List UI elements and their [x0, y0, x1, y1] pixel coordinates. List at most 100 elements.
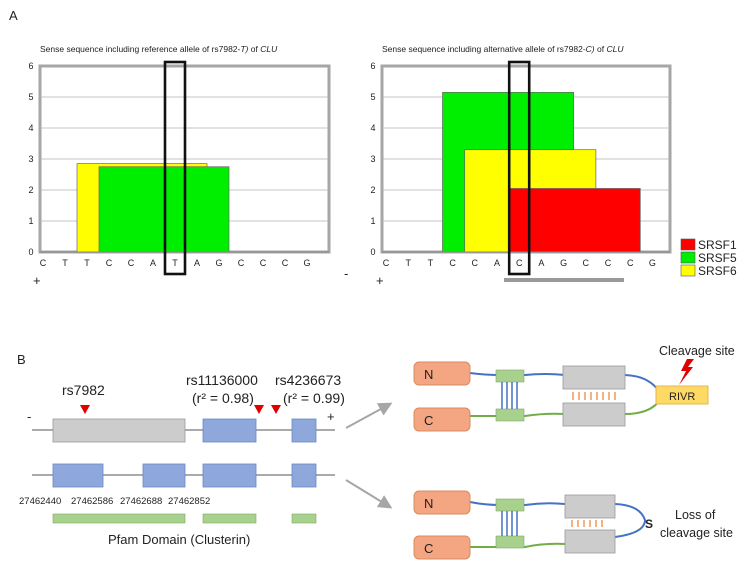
left-chart-ytick-5: 5 [28, 92, 33, 102]
chart-reference-allele: 0 1 2 3 4 5 6 C T T C C A T A G C C C G + - [28, 60, 348, 288]
exon-track2-c [202, 463, 257, 488]
arrow-to-protein-2 [345, 479, 393, 509]
gray-domain-top-2 [564, 494, 616, 519]
left-chart-base-10: C [260, 258, 267, 268]
left-chart-ytick-1: 1 [28, 216, 33, 226]
left-chart-base-9: C [238, 258, 245, 268]
c-terminus-1 [413, 407, 471, 432]
exon-track1-a [202, 418, 257, 443]
hydrophobic-contacts-1 [572, 392, 616, 400]
right-chart-base-11: C [627, 258, 634, 268]
left-chart-base-2: T [84, 258, 90, 268]
protein-diagram-uncleaved: N C S Loss of cleavage site [413, 490, 733, 560]
exon-track2-d [291, 463, 317, 488]
right-chart-ytick-3: 3 [370, 154, 375, 164]
rivr-box [655, 385, 709, 405]
right-chart-base-7: A [538, 258, 544, 268]
cleavage-site-label: Cleavage site [659, 344, 735, 358]
pfam-bar-2 [202, 513, 257, 524]
snp-rs7982-label: rs7982 [62, 382, 105, 398]
pfam-bar-3 [291, 513, 317, 524]
left-chart-minus: - [344, 266, 348, 281]
legend-label-srsf5: SRSF5 [698, 251, 737, 265]
snp-rs11136000-label: rs11136000 [186, 372, 258, 388]
left-chart-base-0: C [40, 258, 47, 268]
coord-1: 27462440 [19, 496, 61, 507]
exon-gray [52, 418, 186, 443]
left-chart-ytick-6: 6 [28, 61, 33, 71]
pfam-box-top-1 [495, 369, 525, 383]
loss-label-line1: Loss of [675, 508, 716, 522]
left-chart-ytick-0: 0 [28, 247, 33, 257]
left-chart-ytick-3: 3 [28, 154, 33, 164]
right-chart-base-0: C [383, 258, 390, 268]
snp-rs4236673-label: rs4236673 [275, 372, 341, 388]
n-terminus-1 [413, 361, 471, 386]
strand-plus: + [327, 409, 335, 424]
pfam-box-bottom-2 [495, 535, 525, 549]
legend-label-srsf6: SRSF6 [698, 264, 737, 278]
left-chart-base-1: T [62, 258, 68, 268]
pfam-box-top-2 [495, 498, 525, 512]
legend: SRSF1 SRSF5 SRSF6 [680, 238, 737, 278]
c-terminus-2-label: C [424, 541, 433, 556]
gray-domain-bottom-2 [564, 529, 616, 554]
legend-label-srsf1: SRSF1 [698, 238, 737, 252]
gray-domain-bottom-1 [562, 402, 626, 427]
right-chart-ytick-2: 2 [370, 185, 375, 195]
snp-marker-rs7982 [80, 405, 90, 414]
right-chart-base-4: C [472, 258, 479, 268]
left-chart-ytick-2: 2 [28, 185, 33, 195]
left-chart-plus: + [33, 273, 41, 288]
snp-marker-rs4236673 [271, 405, 281, 414]
strand-minus: - [27, 409, 31, 424]
coord-3: 27462688 [120, 496, 162, 507]
c-terminus-2 [413, 535, 471, 560]
right-chart-ytick-1: 1 [370, 216, 375, 226]
right-chart-base-6: C [516, 258, 523, 268]
exon-track2-a [52, 463, 104, 488]
legend-swatch-srsf1 [680, 238, 696, 251]
right-chart-base-5: A [494, 258, 500, 268]
left-chart-base-8: G [215, 258, 222, 268]
exon-track1-b [291, 418, 317, 443]
lightning-icon [679, 359, 694, 385]
disulfide-bonds-1 [501, 382, 518, 409]
exon-track2-b [142, 463, 186, 488]
green-chain-1 [469, 399, 661, 417]
left-chart-base-6: T [172, 258, 178, 268]
s-label: S [645, 517, 653, 531]
right-chart-title: Sense sequence including alternative all… [382, 44, 624, 54]
n-terminus-1-label: N [424, 367, 433, 382]
loss-label-line2: cleavage site [660, 526, 733, 540]
left-chart-ytick-4: 4 [28, 123, 33, 133]
legend-swatch-srsf5 [680, 251, 696, 264]
left-chart-base-7: A [194, 258, 200, 268]
n-terminus-2-label: N [424, 496, 433, 511]
disulfide-bonds-2 [501, 511, 518, 536]
coord-4: 27462852 [168, 496, 210, 507]
left-chart-base-5: A [150, 258, 156, 268]
right-chart-base-2: T [428, 258, 434, 268]
left-chart-base-11: C [282, 258, 289, 268]
c-terminus-1-label: C [424, 413, 433, 428]
n-terminus-2 [413, 490, 471, 515]
right-chart-base-9: C [583, 258, 590, 268]
gray-domain-top-1 [562, 365, 626, 390]
protein-diagram-cleaved: N C RIVR Cleavage site [413, 344, 735, 432]
right-chart-ytick-5: 5 [370, 92, 375, 102]
right-chart-ytick-6: 6 [370, 61, 375, 71]
snp-rs4236673-r2: (r² = 0.99) [283, 390, 345, 406]
right-chart-ytick-0: 0 [370, 247, 375, 257]
right-chart-bar-srsf1 [508, 188, 641, 253]
right-chart-plus: + [376, 273, 384, 288]
right-chart-base-12: G [649, 258, 656, 268]
coord-2: 27462586 [71, 496, 113, 507]
left-chart-base-4: C [128, 258, 135, 268]
hydrophobic-contacts-2 [571, 520, 603, 527]
pfam-label: Pfam Domain (Clusterin) [108, 532, 250, 547]
panel-a-label: A [9, 8, 18, 23]
left-chart-snp-highlight-box [163, 60, 187, 276]
